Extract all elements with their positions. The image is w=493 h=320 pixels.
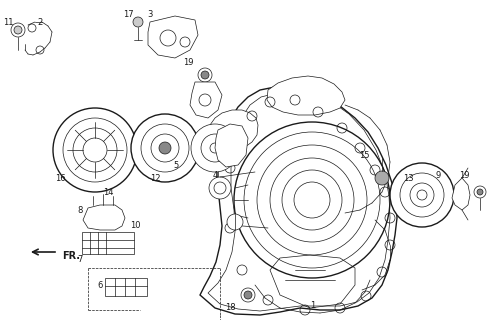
Text: 10: 10 [130,220,140,229]
Text: 17: 17 [123,10,133,19]
Text: 1: 1 [311,300,316,309]
Text: 5: 5 [174,161,178,170]
Circle shape [133,17,143,27]
Polygon shape [215,124,248,167]
Polygon shape [148,16,198,58]
Polygon shape [208,110,258,152]
Text: 11: 11 [3,18,13,27]
Text: FR.: FR. [62,251,80,261]
Polygon shape [83,205,125,230]
Circle shape [131,114,199,182]
Bar [82,232,134,254]
Text: 9: 9 [435,171,441,180]
Text: 2: 2 [37,18,42,27]
Bar [105,278,147,296]
Circle shape [14,26,22,34]
Circle shape [390,163,454,227]
Circle shape [375,171,389,185]
Text: 12: 12 [150,173,160,182]
Text: 19: 19 [459,171,469,180]
Circle shape [227,214,243,230]
Circle shape [191,124,239,172]
Circle shape [477,189,483,195]
Text: 3: 3 [147,10,153,19]
Text: 14: 14 [103,188,113,196]
Text: 18: 18 [225,303,235,313]
Text: 8: 8 [77,205,83,214]
Polygon shape [452,178,470,210]
Polygon shape [267,76,345,115]
Text: 15: 15 [359,150,369,159]
Text: 7: 7 [77,255,83,265]
Polygon shape [190,82,222,118]
Text: 16: 16 [55,173,65,182]
Text: 13: 13 [403,173,413,182]
Text: 4: 4 [212,171,217,180]
Circle shape [53,108,137,192]
Circle shape [159,142,171,154]
Text: 19: 19 [183,58,193,67]
Circle shape [209,177,231,199]
Text: 6: 6 [97,281,103,290]
Circle shape [201,71,209,79]
Polygon shape [200,87,397,315]
Circle shape [244,291,252,299]
